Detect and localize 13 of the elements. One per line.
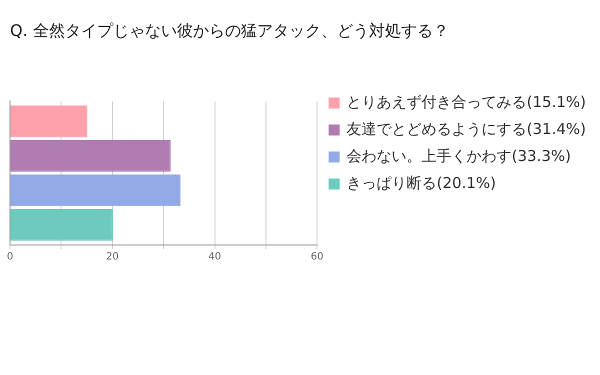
legend-label: きっぱり断る(20.1%) [346,174,496,192]
x-tick-label: 20 [106,252,119,263]
bar [10,105,88,138]
x-tick-label: 0 [6,252,14,263]
chart-title: Q. 全然タイプじゃない彼からの猛アタック、どう対処する？ [10,20,449,40]
bar [10,174,180,206]
x-tick-label: 40 [208,252,222,263]
legend-label: 会わない。上手くかわす(33.3%) [346,146,572,165]
legend-label: とりあえず付き合ってみる(15.1%) [346,92,586,111]
legend-label: 友達でとどめるようにする(31.4%) [346,120,586,138]
bar [10,208,113,241]
x-tick-label: 60 [310,252,324,263]
bar [10,140,171,172]
